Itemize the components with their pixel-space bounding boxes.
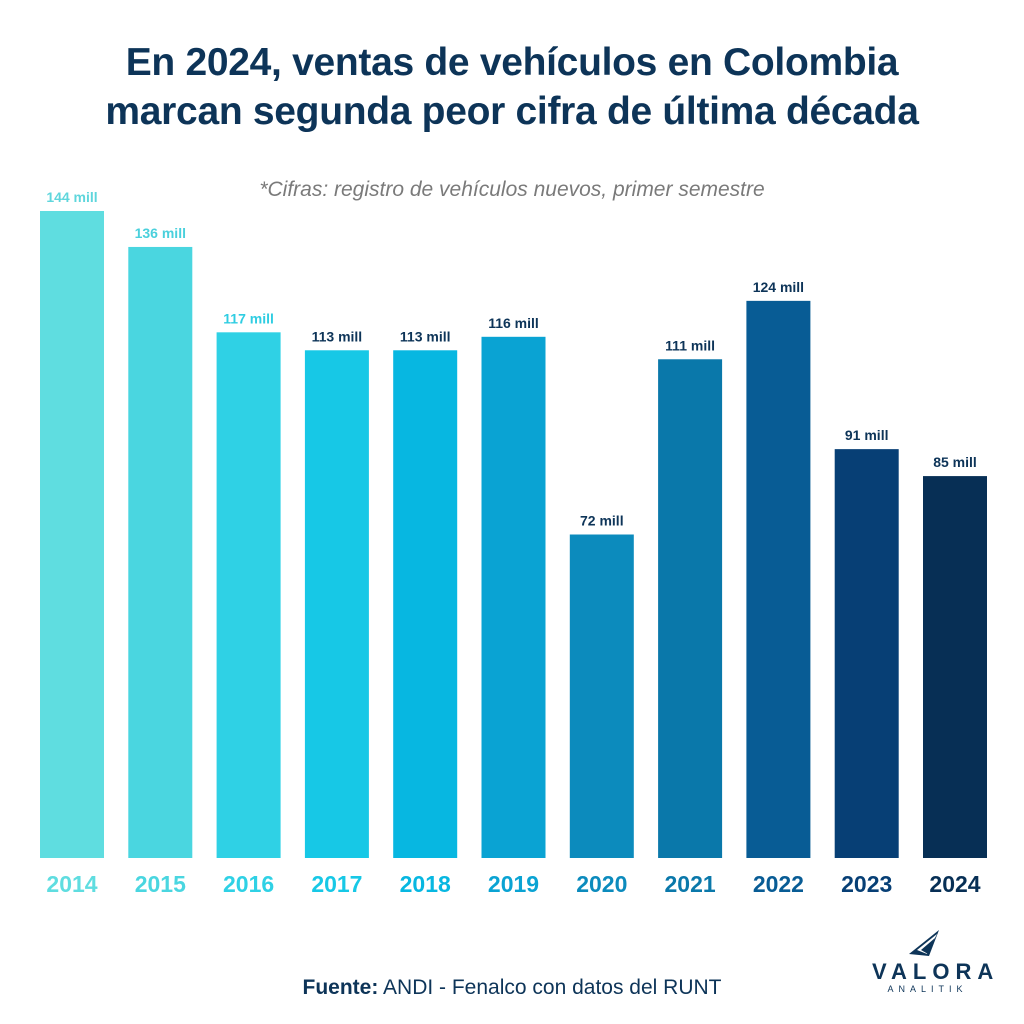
chart-subtitle-text: *Cifras: registro de vehículos nuevos, p… (259, 178, 765, 201)
bar-2019 (481, 336, 546, 858)
value-label-2018: 113 mill (400, 328, 451, 344)
value-label-2017: 113 mill (312, 328, 363, 344)
bar-2015 (128, 246, 193, 858)
value-label-2019: 116 mill (488, 315, 539, 331)
category-label-2020: 2020 (576, 871, 627, 897)
value-label-2014: 144 mill (46, 189, 97, 205)
category-label-2017: 2017 (311, 871, 362, 897)
category-label-2018: 2018 (400, 871, 451, 897)
category-label-2019: 2019 (488, 871, 539, 897)
valora-analitik-logo: VALORA ANALITIK (866, 928, 1000, 1008)
category-label-2022: 2022 (753, 871, 804, 897)
bar-2020 (569, 534, 634, 858)
value-label-2021: 111 mill (665, 337, 715, 353)
category-label-2014: 2014 (46, 871, 97, 897)
chart-title-line-2: marcan segunda peor cifra de última déca… (105, 90, 919, 133)
bar-2016 (216, 332, 281, 858)
bar-2023 (834, 449, 899, 858)
category-label-2015: 2015 (135, 871, 186, 897)
source-label: Fuente: (302, 976, 379, 999)
chart-title: En 2024, ventas de vehículos en Colombia… (0, 38, 1024, 136)
category-label-2024: 2024 (929, 871, 980, 897)
chart-subtitle: *Cifras: registro de vehículos nuevos, p… (0, 178, 1024, 202)
bar-2022 (746, 300, 811, 859)
source-text: ANDI - Fenalco con datos del RUNT (378, 976, 722, 999)
source-footer: Fuente: ANDI - Fenalco con datos del RUN… (0, 976, 1024, 1000)
value-label-2024: 85 mill (933, 454, 977, 470)
value-label-2023: 91 mill (845, 427, 889, 443)
category-label-2023: 2023 (841, 871, 892, 897)
bar-2017 (304, 350, 369, 858)
bar-2018 (393, 350, 458, 858)
logo-brand: VALORA (872, 959, 1000, 984)
bar-chart: 144 mill 2014 136 mill 2015 117 mill 2016 113 … (40, 189, 987, 897)
bar-2014 (40, 211, 104, 858)
category-label-2016: 2016 (223, 871, 274, 897)
value-label-2020: 72 mill (580, 513, 624, 529)
value-label-2022: 124 mill (753, 279, 804, 295)
chart-title-line-1: En 2024, ventas de vehículos en Colombia (125, 41, 899, 84)
value-label-2016: 117 mill (223, 310, 274, 326)
bar-2021 (658, 359, 723, 858)
category-label-2021: 2021 (665, 871, 716, 897)
valora-wing-icon (909, 930, 939, 956)
value-label-2015: 136 mill (135, 225, 186, 241)
bar-2024 (923, 476, 987, 858)
logo-sub: ANALITIK (887, 984, 968, 994)
